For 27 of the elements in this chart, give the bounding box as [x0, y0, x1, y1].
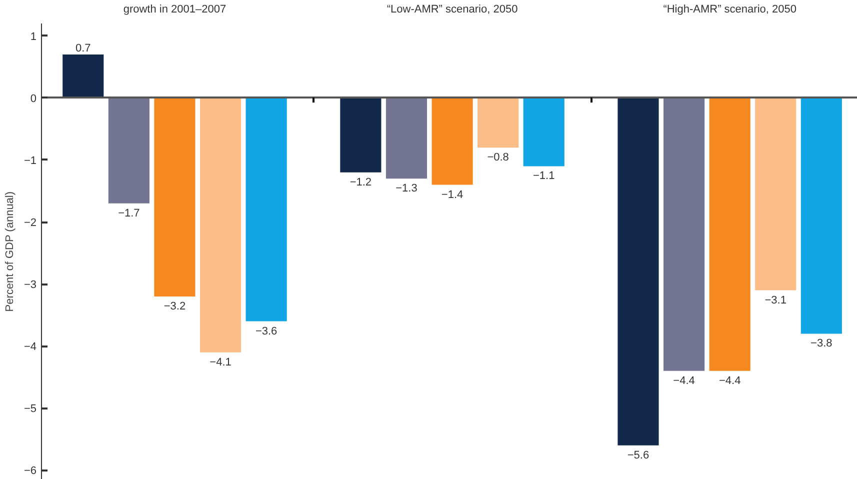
- y-tick-label: −2: [24, 217, 37, 230]
- y-tick-label: −5: [24, 403, 37, 416]
- x-tick-label: growth in 2001–2007: [123, 4, 226, 16]
- y-tick-label: −6: [24, 465, 37, 478]
- y-tick-label: 1: [30, 30, 37, 43]
- data-label: −4.4: [673, 374, 695, 387]
- data-label: −0.8: [487, 152, 509, 164]
- data-label: −1.2: [350, 176, 372, 188]
- data-label: −1.3: [396, 182, 418, 195]
- y-tick-label: −3: [24, 279, 37, 292]
- data-label: −3.6: [255, 325, 278, 338]
- data-label: −4.4: [718, 374, 741, 387]
- data-label: −1.4: [441, 188, 464, 201]
- y-tick-label: 0: [30, 92, 37, 105]
- data-label: −3.1: [764, 294, 786, 306]
- data-label: −3.8: [810, 338, 832, 350]
- data-label: −4.1: [210, 356, 232, 368]
- x-tick-label: “High-AMR” scenario, 2050: [663, 4, 796, 16]
- data-label: −5.6: [627, 449, 650, 462]
- data-label: −1.1: [533, 170, 555, 182]
- x-tick-label: “Low-AMR” scenario, 2050: [386, 4, 518, 16]
- y-axis-title: Percent of GDP (annual): [4, 191, 16, 312]
- data-label: −3.2: [164, 300, 186, 312]
- y-tick-label: −4: [24, 341, 37, 354]
- data-label: −1.7: [118, 207, 140, 220]
- data-label: 0.7: [75, 42, 91, 55]
- y-tick-label: −1: [24, 154, 37, 167]
